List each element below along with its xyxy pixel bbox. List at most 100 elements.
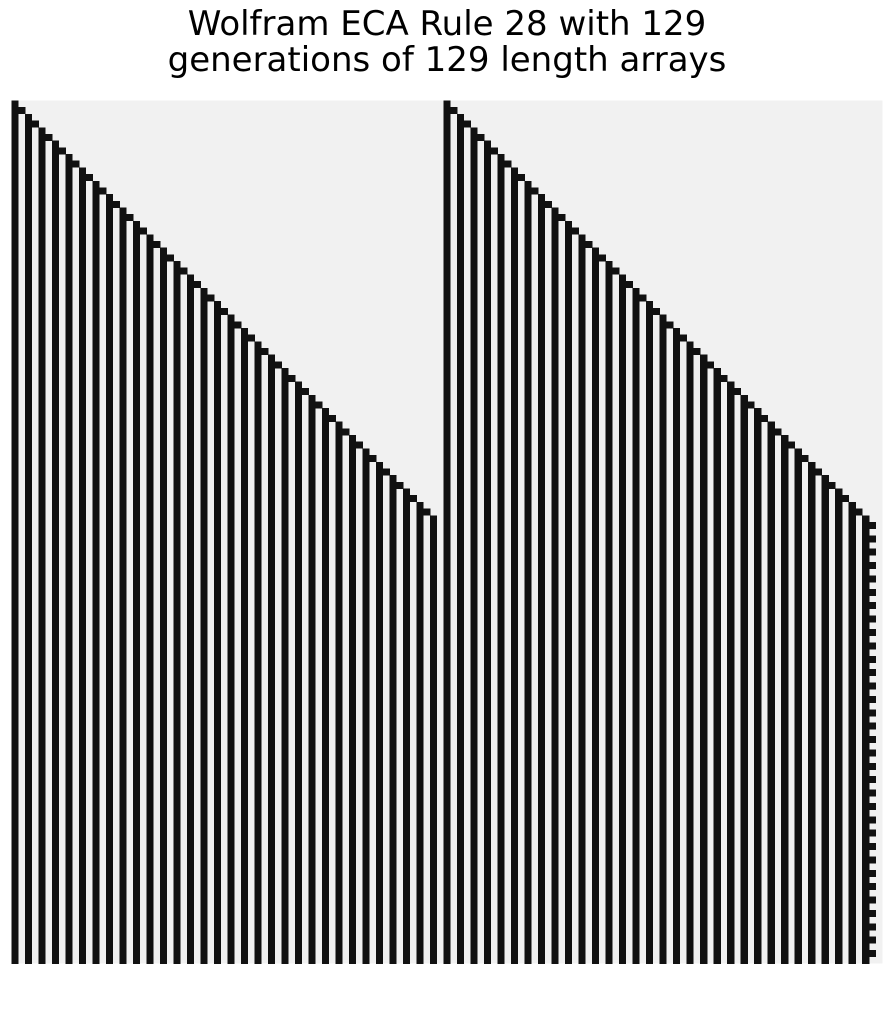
heatmap-cell-run [821,562,829,570]
heatmap-cell-run [565,468,573,476]
heatmap-cell-run [619,321,627,329]
heatmap-cell-run [227,542,235,550]
heatmap-cell-run [592,715,600,723]
heatmap-cell-run [659,762,667,770]
heatmap-cell-run [686,381,694,389]
heatmap-cell-run [25,341,33,349]
heatmap-cell-run [727,729,735,737]
heatmap-cell-run [443,301,451,309]
heatmap-cell-run [214,582,222,590]
heatmap-cell-run [578,535,586,543]
heatmap-cell-run [254,802,262,810]
heatmap-cell-run [38,220,46,228]
heatmap-cell-run [173,736,181,744]
heatmap-cell-run [794,655,802,663]
heatmap-cell-run [551,823,559,831]
heatmap-cell-run [727,488,735,496]
heatmap-cell-run [160,247,168,255]
heatmap-cell-run [146,669,154,677]
heatmap-cell-run [835,595,843,603]
heatmap-cell-run [605,649,613,657]
heatmap-cell-run [146,749,154,757]
heatmap-cell-run [524,736,532,744]
heatmap-cell-run [524,267,532,275]
heatmap-cell-run [821,782,829,790]
heatmap-cell-run [524,388,532,396]
heatmap-cell-run [38,408,46,416]
heatmap-cell-run [65,742,73,750]
heatmap-cell-run [443,167,451,175]
heatmap-cell-run [322,622,330,630]
heatmap-cell-run [700,608,708,616]
heatmap-cell-run [416,595,424,603]
heatmap-cell-run [65,214,73,222]
heatmap-cell-run [254,762,262,770]
heatmap-cell-run [808,588,816,596]
heatmap-cell-run [430,756,438,764]
heatmap-cell-run [565,501,573,509]
heatmap-cell-run [443,200,451,208]
heatmap-cell-run [470,508,478,516]
heatmap-cell-run [484,575,492,583]
heatmap-cell-run [79,789,87,797]
heatmap-cell-run [133,321,141,329]
heatmap-cell-run [430,675,438,683]
heatmap-cell-run [362,736,370,744]
heatmap-cell-run [443,314,451,322]
heatmap-cell-run [160,662,168,670]
heatmap-cell-run [11,675,19,683]
heatmap-cell-run [214,475,222,483]
heatmap-cell-run [673,334,687,342]
heatmap-cell-run [700,649,708,657]
heatmap-cell-run [25,314,33,322]
heatmap-cell-run [470,281,478,289]
heatmap-cell-run [443,327,451,335]
heatmap-cell-run [254,521,262,529]
heatmap-cell-run [511,568,519,576]
heatmap-cell-run [25,448,33,456]
heatmap-cell-run [443,635,451,643]
heatmap-cell-run [457,348,465,356]
heatmap-cell-run [92,555,100,563]
heatmap-cell-run [268,595,276,603]
heatmap-cell-run [740,722,748,730]
heatmap-cell-run [187,823,195,831]
heatmap-cell-run [187,615,195,623]
heatmap-cell-run [160,314,168,322]
heatmap-cell-run [686,675,694,683]
heatmap-cell-run [268,501,276,509]
heatmap-cell-run [740,635,748,643]
heatmap-cell-run [794,709,802,717]
heatmap-cell-run [538,261,546,269]
heatmap-cell-run [659,568,667,576]
heatmap-cell-run [187,401,195,409]
heatmap-cell-run [443,689,451,697]
heatmap-cell-run [727,428,735,436]
heatmap-cell-run [254,682,262,690]
heatmap-cell-run [376,802,384,810]
heatmap-cell-run [673,602,681,610]
heatmap-cell-run [484,782,492,790]
heatmap-cell-run [443,615,451,623]
heatmap-cell-run [25,261,33,269]
heatmap-cell-run [713,481,721,489]
heatmap-cell-run [25,782,33,790]
heatmap-cell-run [281,548,289,556]
heatmap-cell-run [92,689,100,697]
heatmap-cell-run [308,521,316,529]
heatmap-cell-run [443,434,451,442]
heatmap-cell-run [700,588,708,596]
heatmap-cell-run [457,729,465,737]
heatmap-cell-run [106,434,114,442]
heatmap-cell-run [619,381,627,389]
heatmap-cell-run [821,495,829,503]
heatmap-cell-run [551,381,559,389]
heatmap-cell-run [25,682,33,690]
heatmap-cell-run [295,421,303,429]
heatmap-cell-run [457,582,465,590]
heatmap-cell-run [38,314,46,322]
heatmap-cell-run [322,528,330,536]
heatmap-cell-run [565,488,573,496]
heatmap-cell-run [106,227,114,235]
heatmap-cell-run [470,796,478,804]
